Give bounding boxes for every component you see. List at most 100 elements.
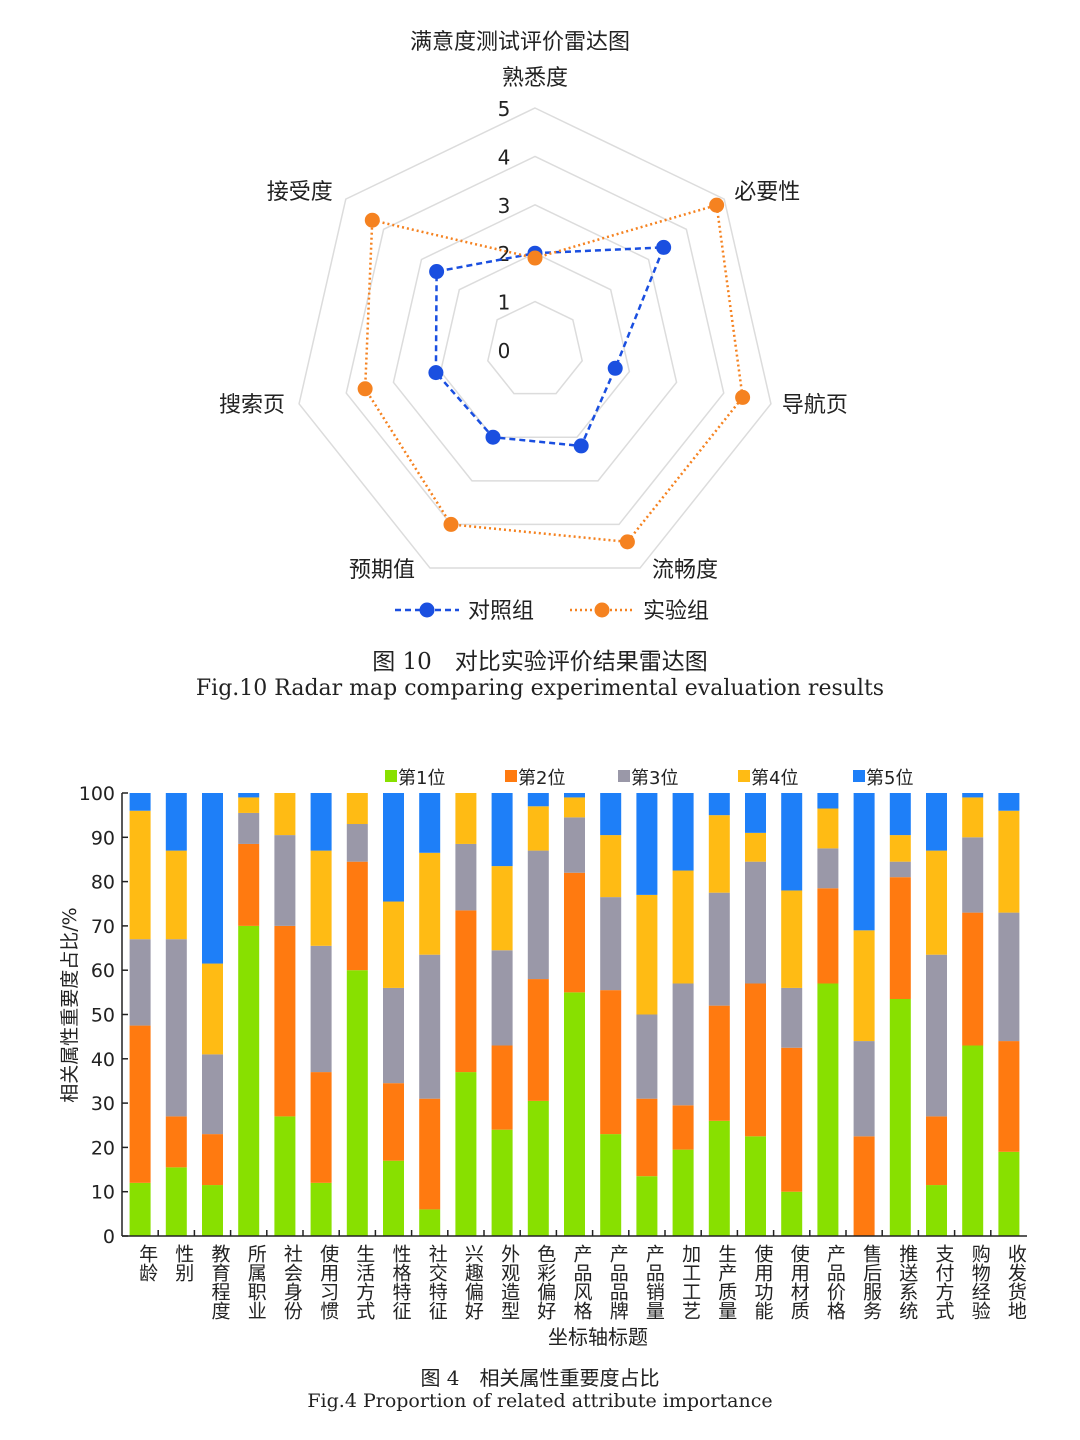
bar-segment [853,1041,875,1137]
y-tick-label: 70 [91,916,115,938]
bar-segment [926,850,947,955]
radar-data-point [357,381,373,397]
x-tick-label: 社会身份 [281,1244,303,1320]
x-tick-label: 性格特征 [390,1244,412,1320]
x-tick-label: 社交特征 [426,1244,448,1320]
y-tick-label: 80 [91,872,115,894]
radar-axis-label: 导航页 [782,393,848,418]
bar-segment [672,793,694,871]
y-tick-label: 0 [103,1226,115,1248]
bar-segment [527,979,549,1101]
bar-segment [564,992,585,1236]
bar-segment [419,852,441,955]
bar-segment [853,930,875,1042]
radar-grid-ring [298,107,772,569]
bar-segment [745,793,766,833]
bar-segment [419,1209,441,1236]
x-tick-label: 产品风格 [571,1244,593,1320]
bar-segment [346,970,368,1236]
bar-segment [745,861,766,984]
radar-data-point [573,438,589,454]
bar-segment [636,793,658,895]
legend-marker [594,602,610,618]
radar-tick-label: 1 [498,291,511,315]
bar-segment [564,817,585,873]
y-tick-label: 40 [91,1049,115,1071]
bar-segment [745,1136,766,1236]
bar-segment [383,793,404,902]
legend-swatch [618,770,630,782]
bar-segment [129,1025,151,1183]
y-axis-title: 相关属性重要度占比/% [59,907,81,1102]
x-tick-label: 年龄 [136,1244,158,1282]
x-tick-label: 支付方式 [933,1244,955,1320]
bar-segment [310,850,332,946]
bar-segment [998,793,1020,811]
x-tick-label: 收发货地 [1005,1244,1027,1320]
bar-segment [889,861,911,878]
bar-segment [600,1134,622,1236]
x-tick-label: 所属职业 [245,1244,267,1320]
x-tick-label: 产品销量 [643,1244,665,1320]
x-axis-title: 坐标轴标题 [548,1325,648,1349]
radar-tick-label: 5 [498,97,511,121]
bar-segment [346,861,368,971]
legend-swatch [505,770,517,782]
legend-label: 第1位 [398,768,445,789]
bar-segment [817,888,839,984]
bar-segment [238,797,260,813]
bar-segment [419,954,441,1099]
bar-segment [636,1098,658,1177]
bar-segment [383,987,404,1084]
bar-segment [781,890,803,988]
legend-label: 第2位 [518,768,565,789]
y-tick-label: 60 [91,960,115,982]
bar-segment [926,954,947,1117]
bar-segment [527,793,549,807]
bar-segment [455,843,477,911]
bar-segment [672,983,694,1106]
bar-caption-cn: 图 4 相关属性重要度占比 [420,1366,660,1390]
x-tick-label: 色彩偏好 [534,1244,556,1320]
bar-segment [817,793,839,809]
radar-data-point [709,197,725,213]
radar-data-point [607,360,623,376]
bar-segment [926,1185,947,1236]
bar-segment [998,1041,1020,1152]
bar-segment [274,793,296,836]
bar-segment [889,998,911,1236]
y-tick-label: 30 [91,1093,115,1115]
bar-segment [781,1047,803,1192]
radar-tick-label: 3 [498,194,511,218]
bar-segment [636,1014,658,1099]
bar-segment [165,1116,187,1168]
bar-segment [455,1072,477,1236]
bar-segment [962,912,984,1046]
y-tick-label: 100 [79,783,115,805]
bar-segment [672,870,694,984]
x-tick-label: 教育程度 [209,1244,231,1320]
x-tick-label: 售后服务 [860,1244,882,1320]
x-tick-label: 产品品牌 [607,1244,629,1320]
radar-title: 满意度测试评价雷达图 [410,30,630,55]
radar-axis-label: 搜索页 [219,393,285,418]
bar-segment [238,843,260,926]
x-tick-label: 兴趣偏好 [462,1244,484,1320]
bar-segment [600,835,622,898]
legend-swatch [738,770,750,782]
bar-segment [926,1116,947,1186]
bar-segment [781,987,803,1048]
bar-segment [708,1120,730,1236]
bar-segment [708,793,730,816]
legend-swatch [385,770,397,782]
radar-series-line [434,246,666,448]
bar-segment [202,963,223,1055]
bar-segment [491,1129,513,1236]
legend-label: 第3位 [631,768,678,789]
radar-data-point [735,389,751,405]
bar-segment [708,815,730,893]
radar-tick-label: 4 [498,145,511,169]
x-tick-label: 推送系统 [896,1244,918,1320]
radar-axis-label: 预期值 [349,558,415,583]
bar-segment [383,1083,404,1161]
